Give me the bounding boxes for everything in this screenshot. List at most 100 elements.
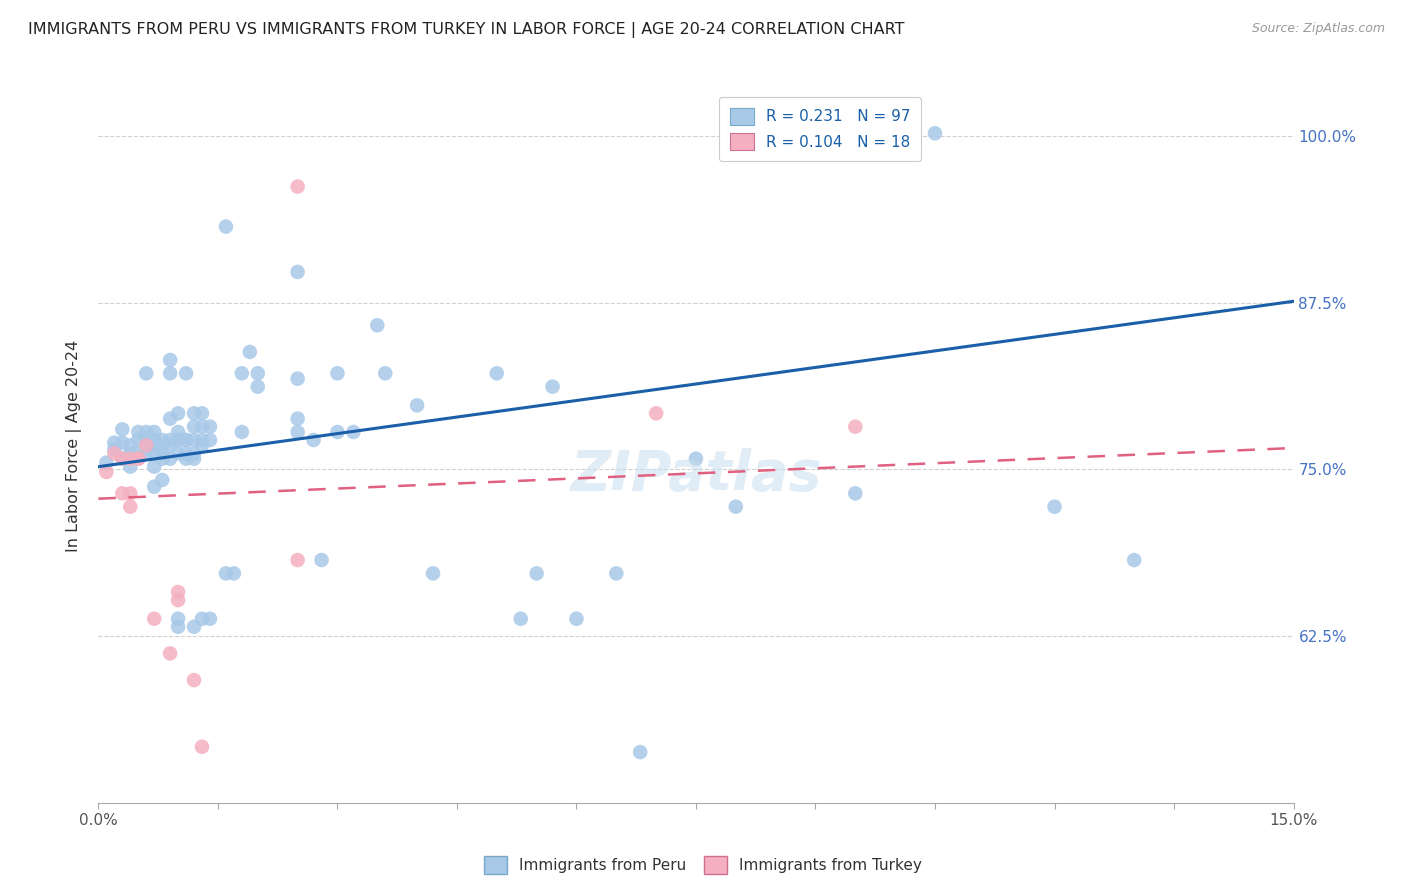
- Point: [111, 435, 134, 450]
- Point: [287, 411, 309, 425]
- Point: [239, 345, 262, 359]
- Point: [167, 585, 190, 599]
- Point: [509, 612, 531, 626]
- Point: [191, 419, 214, 434]
- Point: [191, 406, 214, 420]
- Point: [215, 566, 238, 581]
- Point: [183, 620, 205, 634]
- Point: [326, 425, 349, 439]
- Point: [628, 745, 651, 759]
- Point: [326, 367, 349, 381]
- Point: [215, 219, 238, 234]
- Point: [159, 451, 181, 466]
- Point: [287, 265, 309, 279]
- Point: [127, 446, 149, 460]
- Point: [485, 367, 508, 381]
- Point: [565, 612, 588, 626]
- Point: [287, 425, 309, 439]
- Text: IMMIGRANTS FROM PERU VS IMMIGRANTS FROM TURKEY IN LABOR FORCE | AGE 20-24 CORREL: IMMIGRANTS FROM PERU VS IMMIGRANTS FROM …: [28, 22, 904, 38]
- Point: [96, 456, 118, 470]
- Point: [526, 566, 548, 581]
- Point: [120, 446, 142, 460]
- Point: [111, 486, 134, 500]
- Point: [150, 433, 173, 447]
- Point: [287, 553, 309, 567]
- Point: [183, 406, 205, 420]
- Point: [287, 371, 309, 385]
- Point: [174, 451, 197, 466]
- Point: [127, 433, 149, 447]
- Point: [103, 446, 125, 460]
- Point: [111, 451, 134, 466]
- Point: [422, 566, 444, 581]
- Point: [120, 451, 142, 466]
- Point: [135, 438, 157, 452]
- Point: [884, 142, 907, 156]
- Point: [183, 419, 205, 434]
- Point: [159, 647, 181, 661]
- Point: [1123, 553, 1146, 567]
- Point: [159, 433, 181, 447]
- Point: [103, 435, 125, 450]
- Point: [174, 367, 197, 381]
- Point: [924, 126, 946, 140]
- Point: [191, 739, 214, 754]
- Point: [174, 433, 197, 447]
- Point: [150, 451, 173, 466]
- Point: [167, 612, 190, 626]
- Point: [167, 406, 190, 420]
- Point: [198, 612, 221, 626]
- Point: [143, 433, 166, 447]
- Text: Source: ZipAtlas.com: Source: ZipAtlas.com: [1251, 22, 1385, 36]
- Point: [111, 451, 134, 466]
- Point: [167, 425, 190, 439]
- Point: [302, 433, 325, 447]
- Point: [120, 486, 142, 500]
- Point: [246, 379, 269, 393]
- Point: [143, 425, 166, 439]
- Point: [174, 446, 197, 460]
- Point: [406, 398, 429, 412]
- Point: [135, 433, 157, 447]
- Point: [143, 438, 166, 452]
- Point: [167, 433, 190, 447]
- Point: [120, 500, 142, 514]
- Point: [222, 566, 245, 581]
- Point: [159, 438, 181, 452]
- Point: [183, 446, 205, 460]
- Text: ZIPatlas: ZIPatlas: [571, 448, 821, 501]
- Point: [191, 438, 214, 452]
- Point: [374, 367, 396, 381]
- Point: [167, 620, 190, 634]
- Point: [246, 367, 269, 381]
- Point: [135, 367, 157, 381]
- Point: [120, 438, 142, 452]
- Point: [159, 367, 181, 381]
- Point: [231, 425, 253, 439]
- Point: [724, 500, 747, 514]
- Point: [127, 451, 149, 466]
- Point: [150, 473, 173, 487]
- Point: [135, 425, 157, 439]
- Point: [167, 593, 190, 607]
- Point: [143, 480, 166, 494]
- Point: [844, 486, 866, 500]
- Point: [120, 459, 142, 474]
- Point: [159, 353, 181, 368]
- Point: [183, 451, 205, 466]
- Point: [541, 379, 564, 393]
- Point: [103, 442, 125, 457]
- Point: [342, 425, 364, 439]
- Point: [198, 433, 221, 447]
- Point: [174, 433, 197, 447]
- Point: [287, 179, 309, 194]
- Point: [150, 446, 173, 460]
- Point: [231, 367, 253, 381]
- Point: [605, 566, 627, 581]
- Point: [191, 433, 214, 447]
- Y-axis label: In Labor Force | Age 20-24: In Labor Force | Age 20-24: [66, 340, 83, 552]
- Point: [159, 411, 181, 425]
- Point: [127, 451, 149, 466]
- Point: [366, 318, 388, 333]
- Point: [685, 451, 707, 466]
